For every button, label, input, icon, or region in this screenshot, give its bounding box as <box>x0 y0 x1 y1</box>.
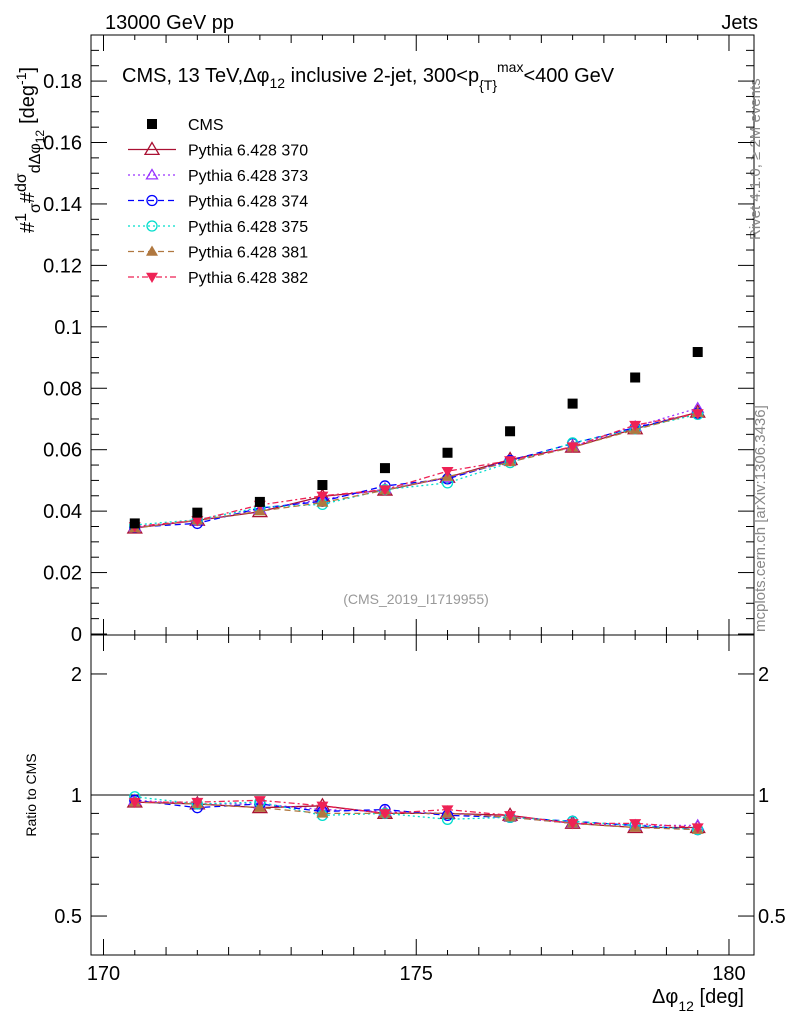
series-line <box>134 412 698 528</box>
y-tick-label: 0.12 <box>43 255 82 277</box>
ratio-tick-label: 0.5 <box>54 906 82 928</box>
ratio-point <box>441 805 454 816</box>
cms-data-point <box>129 518 140 529</box>
legend-item: Pythia 6.428 374 <box>128 194 308 211</box>
ratio-point <box>128 797 141 809</box>
legend-item: CMS <box>147 117 224 134</box>
ratio-tick-label-right: 1 <box>758 785 769 807</box>
legend-marker <box>146 272 158 283</box>
legend-item: Pythia 6.428 375 <box>128 219 308 236</box>
series-line <box>134 407 698 528</box>
ratio-line <box>134 801 698 831</box>
series-5 <box>128 409 704 834</box>
y-tick-label: 0.08 <box>43 378 82 400</box>
y-tick-label: 0.1 <box>54 317 82 339</box>
ratio-line <box>134 799 698 829</box>
legend-marker <box>143 141 161 156</box>
analysis-id: (CMS_2019_I1719955) <box>343 591 489 607</box>
cms-data-point <box>505 426 516 437</box>
legend-label: Pythia 6.428 382 <box>188 270 308 287</box>
ratio-point <box>253 796 266 807</box>
legend-item: Pythia 6.428 381 <box>128 245 308 262</box>
y-tick-label: 0.14 <box>43 194 82 216</box>
ratio-line <box>134 796 698 831</box>
x-tick-label: 180 <box>712 963 745 985</box>
ratio-point <box>629 819 642 830</box>
ratio-point <box>504 811 517 822</box>
legend-item: Pythia 6.428 382 <box>128 270 308 287</box>
cms-data-point <box>192 507 203 518</box>
data-point <box>691 409 704 420</box>
series-0 <box>126 403 706 834</box>
legend-label: CMS <box>188 117 224 134</box>
legend-label: Pythia 6.428 374 <box>188 194 308 211</box>
cms-data-point <box>379 463 390 474</box>
chart-title: CMS, 13 TeV,Δφ12 inclusive 2-jet, 300<p{… <box>122 59 615 93</box>
y-tick-label: 0.18 <box>43 71 82 93</box>
legend-label: Pythia 6.428 370 <box>188 143 308 160</box>
data-point <box>191 516 204 527</box>
ratio-point <box>316 807 329 818</box>
data-point <box>629 420 642 432</box>
legend-label: Pythia 6.428 373 <box>188 168 308 185</box>
ratio-point <box>191 797 204 809</box>
data-point <box>504 456 517 467</box>
cms-data-point <box>692 347 703 358</box>
series-line <box>134 413 698 526</box>
ratio-point <box>691 823 704 834</box>
data-point <box>378 485 391 496</box>
ratio-point <box>316 801 329 812</box>
ratio-tick-label-right: 0.5 <box>758 906 786 928</box>
legend-item: Pythia 6.428 370 <box>128 141 308 160</box>
ratio-y-label: Ratio to CMS <box>23 753 39 836</box>
series-line <box>134 411 698 529</box>
cms-data-point <box>254 496 265 507</box>
ratio-point <box>566 819 579 830</box>
cms-data-point <box>317 480 328 491</box>
ratio-tick-label: 2 <box>71 664 82 686</box>
x-tick-label: 175 <box>400 963 433 985</box>
ratio-tick-label-right: 2 <box>758 664 769 686</box>
data-point <box>566 442 579 453</box>
legend-item: Pythia 6.428 373 <box>128 168 308 185</box>
cms-data-point <box>442 447 453 458</box>
cms-data-point <box>567 398 578 409</box>
ratio-point <box>253 801 266 812</box>
y-tick-label: 0.16 <box>43 133 82 155</box>
y-tick-label: 0.06 <box>43 440 82 462</box>
y-tick-label: 0.04 <box>43 501 82 523</box>
series-line <box>134 412 698 529</box>
header-left: 13000 GeV pp <box>105 12 234 34</box>
legend-label: Pythia 6.428 381 <box>188 245 308 262</box>
legend-marker <box>147 119 157 129</box>
data-point <box>316 491 329 502</box>
legend-marker <box>146 220 158 232</box>
ratio-point <box>378 809 391 820</box>
legend-label: Pythia 6.428 375 <box>188 219 308 236</box>
legend-marker <box>145 168 159 180</box>
rivet-label: Rivet 4.1.0, ≥ 2M events <box>747 78 764 240</box>
y-tick-label: 0 <box>71 624 82 646</box>
series-line <box>134 412 698 528</box>
y-tick-label: 0.02 <box>43 563 82 585</box>
legend-marker <box>146 245 158 256</box>
series-1 <box>128 401 705 830</box>
mcplots-label: mcplots.cern.ch [arXiv:1306.3436] <box>752 405 769 632</box>
x-tick-label: 170 <box>87 963 120 985</box>
ratio-tick-label: 1 <box>71 785 82 807</box>
x-axis-label: Δφ12 [deg] <box>652 986 744 1014</box>
header-right: Jets <box>721 12 758 34</box>
cms-data-point <box>630 372 641 383</box>
data-point <box>441 466 454 478</box>
y-axis-label: #1σ#dσdΔφ12[deg-1] <box>13 67 47 233</box>
legend-marker <box>146 194 158 207</box>
